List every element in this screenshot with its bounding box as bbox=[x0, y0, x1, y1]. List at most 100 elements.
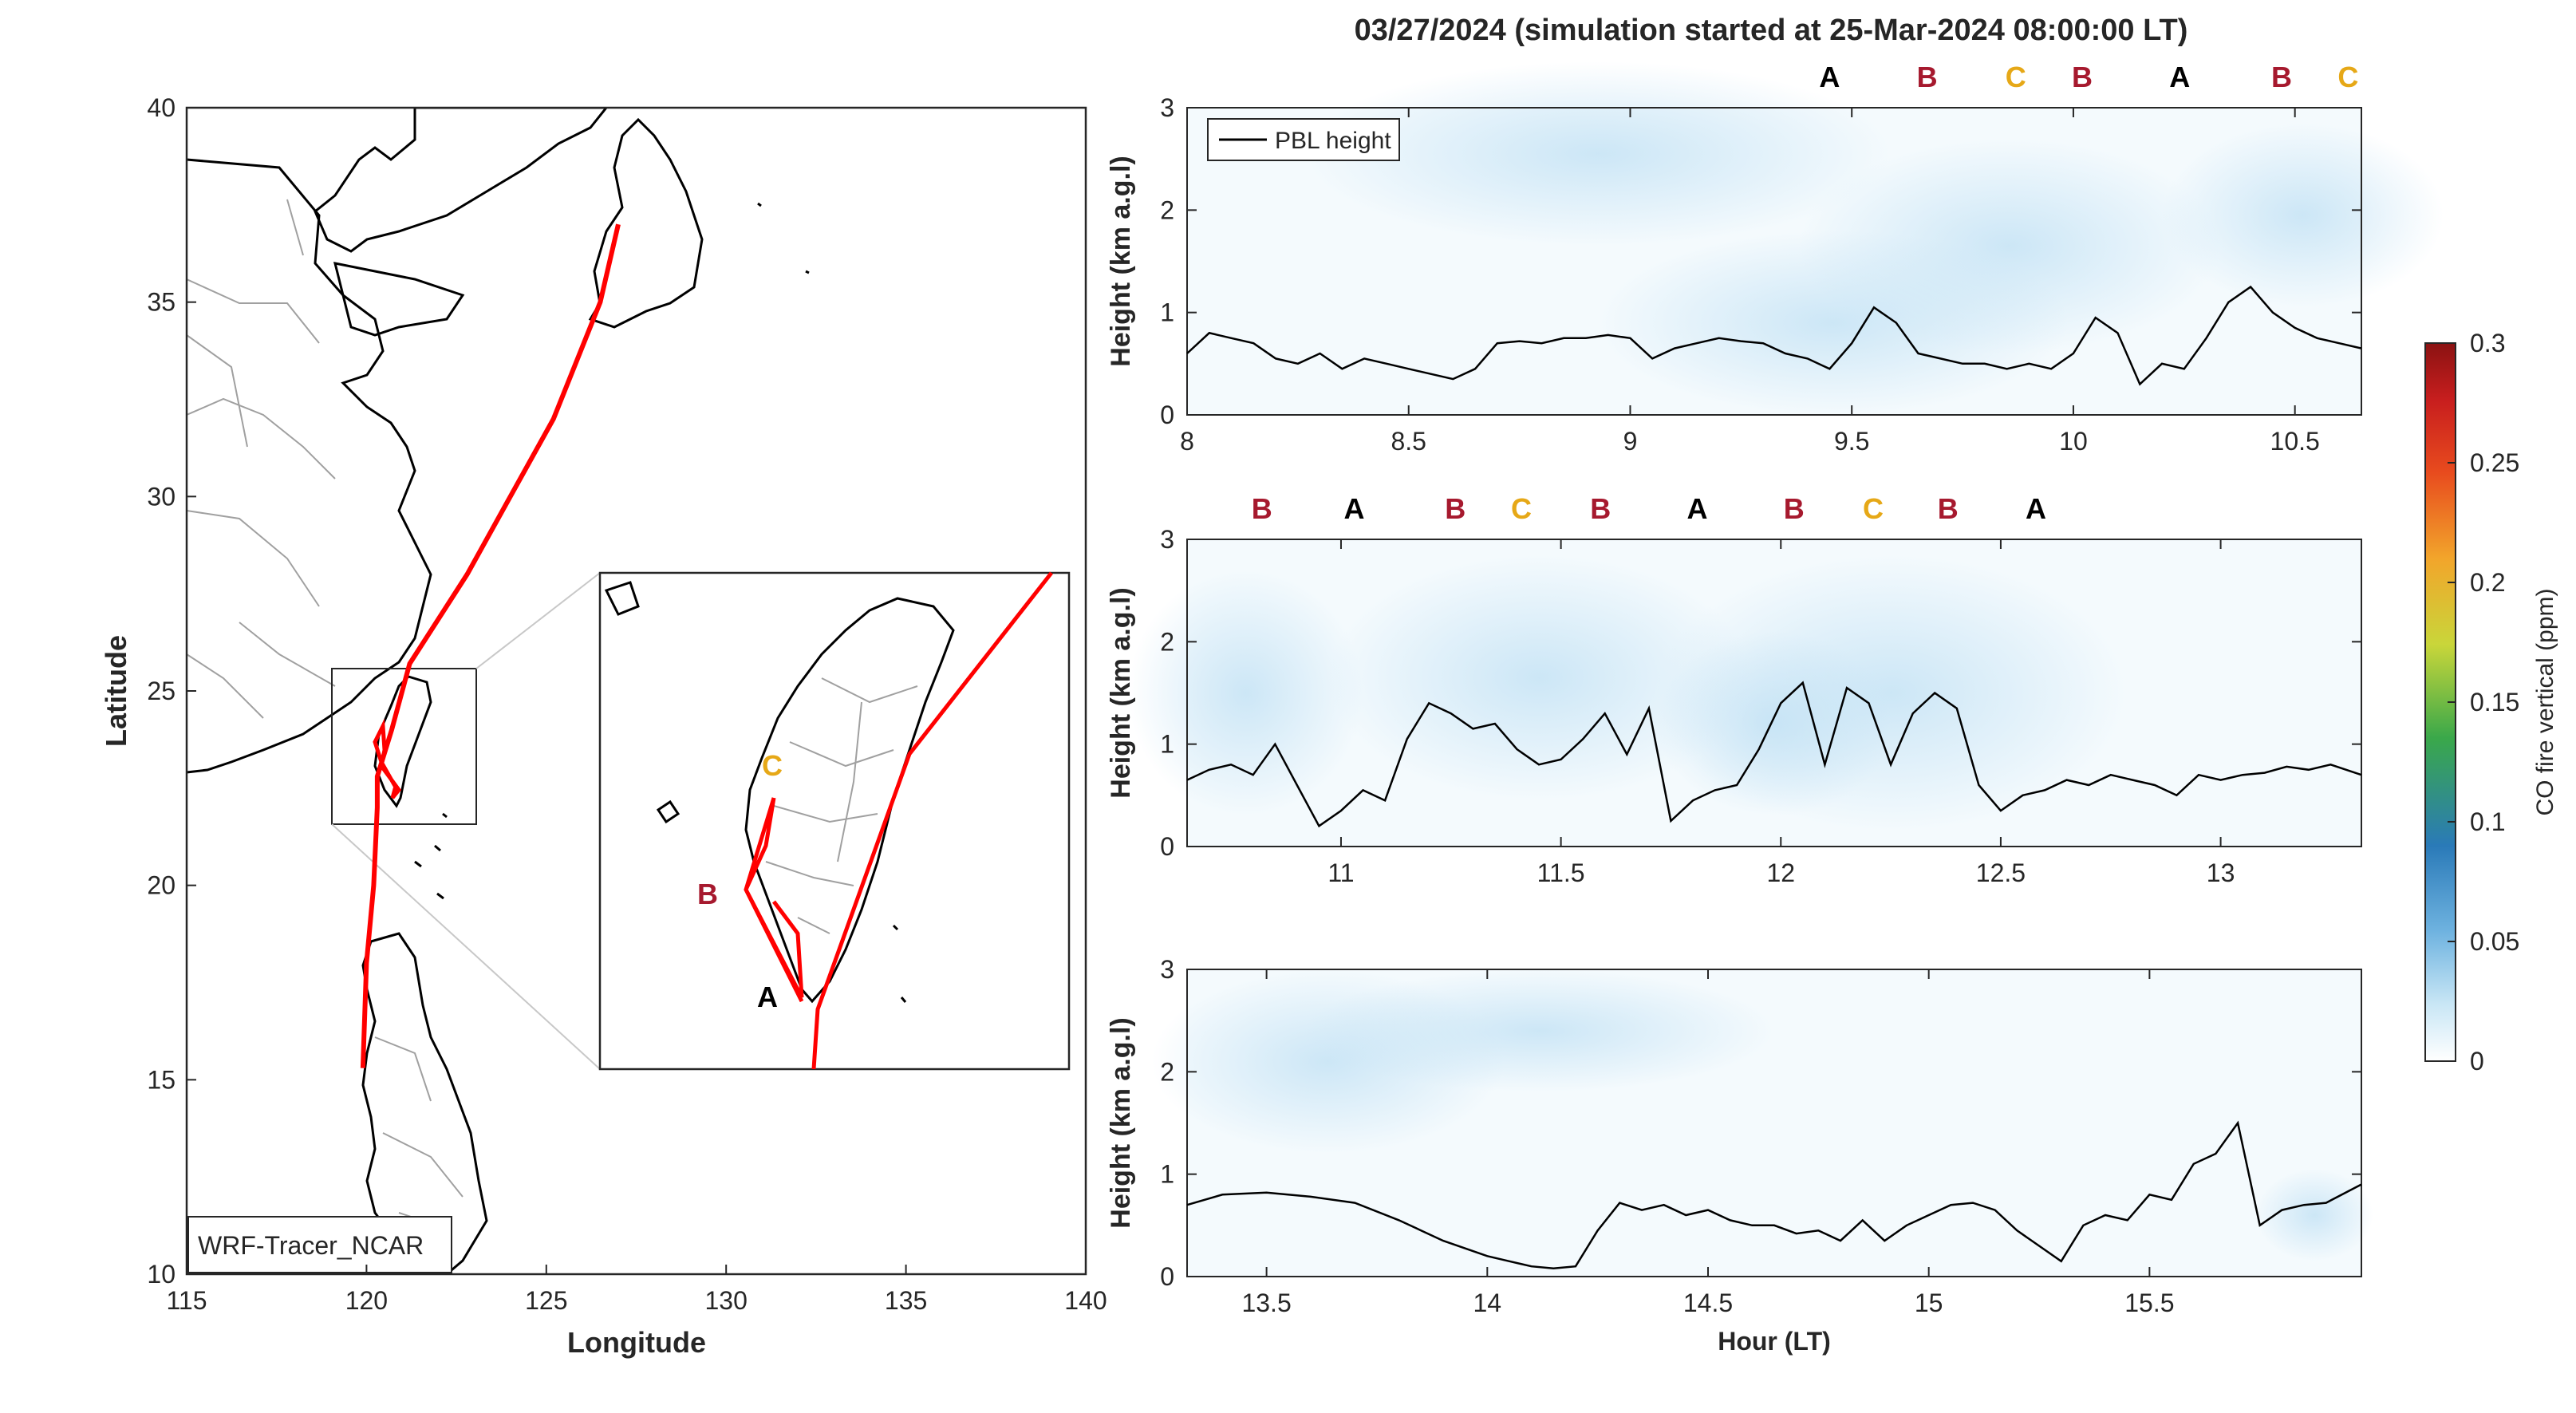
inset-label-a: A bbox=[757, 981, 778, 1013]
location-marker: B bbox=[1784, 492, 1805, 525]
y-tick-label: 2 bbox=[1160, 1057, 1174, 1086]
inset-label-b: B bbox=[697, 878, 718, 910]
location-marker: B bbox=[1917, 61, 1938, 93]
y-tick-label: 0 bbox=[1160, 832, 1174, 861]
map-x-tick-label: 140 bbox=[1064, 1286, 1107, 1315]
x-tick-label: 15.5 bbox=[2124, 1289, 2174, 1317]
map-y-ticks: 10 15 20 25 30 35 40 bbox=[147, 93, 196, 1289]
colorbar-tick-label: 0.1 bbox=[2470, 807, 2505, 836]
panel-ylabel: Height (km a.g.l) bbox=[1106, 587, 1136, 798]
map-x-tick-label: 125 bbox=[525, 1286, 567, 1315]
x-tick-label: 8.5 bbox=[1391, 427, 1426, 456]
x-tick-label: 14 bbox=[1473, 1289, 1502, 1317]
co-field-patch bbox=[1304, 969, 1774, 1092]
pbl-height-line bbox=[1186, 1120, 2362, 1269]
location-marker: B bbox=[1252, 492, 1272, 525]
location-marker: C bbox=[1511, 492, 1532, 525]
inset-panel: C B A bbox=[598, 571, 1071, 1071]
location-marker: A bbox=[1819, 61, 1840, 93]
y-tick-label: 3 bbox=[1160, 93, 1174, 122]
co-field-patch bbox=[2161, 123, 2444, 308]
x-tick-label: 13 bbox=[2207, 858, 2235, 887]
location-marker: B bbox=[1938, 492, 1959, 525]
map-xlabel: Longitude bbox=[567, 1326, 706, 1359]
co-field-patch bbox=[2255, 1169, 2373, 1261]
x-tick-label: 15 bbox=[1915, 1289, 1943, 1317]
y-tick-label: 3 bbox=[1160, 525, 1174, 554]
x-tick-label: 10 bbox=[2059, 427, 2088, 456]
colorbar-label: CO fire vertical (ppm) bbox=[2532, 588, 2558, 815]
x-tick-label: 9.5 bbox=[1834, 427, 1869, 456]
x-tick-label: 10.5 bbox=[2270, 427, 2320, 456]
location-marker: A bbox=[2026, 492, 2046, 525]
map-y-tick-label: 10 bbox=[147, 1260, 176, 1289]
x-tick-label: 12 bbox=[1766, 858, 1795, 887]
y-tick-label: 1 bbox=[1160, 730, 1174, 759]
colorbar-tick-label: 0.25 bbox=[2470, 448, 2519, 477]
map-y-tick-label: 40 bbox=[147, 93, 176, 122]
panel-ylabel: Height (km a.g.l) bbox=[1106, 1017, 1136, 1228]
colorbar-tick-label: 0 bbox=[2470, 1047, 2484, 1076]
panel-1: 8 8.5 9 9.5 10 10.5 0 1 2 3 Height (km a.g.l) PBL h… bbox=[1106, 61, 2444, 456]
map-coastlines bbox=[187, 108, 810, 1274]
pbl-height-line bbox=[1186, 285, 2362, 386]
y-tick-label: 1 bbox=[1160, 1160, 1174, 1189]
panel-3: 13.5 14 14.5 15 15.5 0 1 2 3 Height (km a.g.l) Hou… bbox=[1106, 955, 2373, 1356]
x-tick-label: 13.5 bbox=[1241, 1289, 1291, 1317]
co-field-patch bbox=[1128, 570, 1363, 816]
map-y-tick-label: 25 bbox=[147, 677, 176, 705]
location-marker: C bbox=[2337, 61, 2358, 93]
map-track-loop bbox=[373, 718, 402, 799]
map-ylabel: Latitude bbox=[100, 635, 132, 747]
pbl-height-line bbox=[1186, 681, 2362, 828]
y-tick-label: 2 bbox=[1160, 627, 1174, 656]
model-label: WRF-Tracer_NCAR bbox=[198, 1231, 424, 1260]
co-field-patch bbox=[1598, 231, 2068, 415]
map-y-tick-label: 20 bbox=[147, 871, 176, 900]
co-field-patch bbox=[1327, 555, 1751, 801]
inset-label-c: C bbox=[762, 749, 783, 782]
panel-ylabel: Height (km a.g.l) bbox=[1106, 156, 1136, 366]
location-marker: A bbox=[2169, 61, 2190, 93]
y-tick-label: 1 bbox=[1160, 298, 1174, 327]
map-flight-track bbox=[360, 223, 621, 1068]
location-marker: B bbox=[1590, 492, 1611, 525]
colorbar-tick-label: 0.2 bbox=[2470, 568, 2505, 597]
y-tick-label: 0 bbox=[1160, 1262, 1174, 1291]
x-tick-label: 12.5 bbox=[1976, 858, 2026, 887]
map-y-tick-label: 30 bbox=[147, 482, 176, 511]
panel-frame bbox=[1186, 539, 2362, 847]
map-y-tick-label: 35 bbox=[147, 288, 176, 317]
map-x-tick-label: 135 bbox=[885, 1286, 927, 1315]
location-marker: B bbox=[2072, 61, 2093, 93]
map-x-tick-label: 130 bbox=[705, 1286, 748, 1315]
location-marker: B bbox=[2271, 61, 2292, 93]
co-field-patch bbox=[1656, 631, 1892, 816]
y-tick-label: 3 bbox=[1160, 955, 1174, 984]
location-marker: A bbox=[1343, 492, 1364, 525]
colorbar: 0 0.05 0.1 0.15 0.2 0.25 0.3 CO fire vertical … bbox=[2424, 329, 2558, 1076]
colorbar-tick-label: 0.3 bbox=[2470, 329, 2505, 357]
x-tick-label: 8 bbox=[1180, 427, 1194, 456]
map-x-ticks: 115 120 125 130 135 140 bbox=[166, 1265, 1107, 1315]
x-tick-label: 9 bbox=[1623, 427, 1638, 456]
inset-zoom-box bbox=[331, 668, 477, 825]
panel-frame bbox=[1186, 969, 2362, 1277]
inset-flight-track bbox=[744, 571, 1053, 1070]
map-x-tick-label: 120 bbox=[345, 1286, 388, 1315]
figure-title: 03/27/2024 (simulation started at 25-Mar… bbox=[1355, 14, 2188, 47]
location-marker: C bbox=[1863, 492, 1884, 525]
x-tick-label: 11 bbox=[1327, 858, 1354, 887]
panel-frame bbox=[1186, 107, 2362, 416]
legend-label: PBL height bbox=[1275, 128, 1391, 154]
location-marker: B bbox=[1445, 492, 1466, 525]
panel-xlabel: Hour (LT) bbox=[1718, 1327, 1831, 1356]
location-marker: C bbox=[2006, 61, 2026, 93]
colorbar-ticks: 0 0.05 0.1 0.15 0.2 0.25 0.3 bbox=[2448, 329, 2519, 1076]
x-tick-label: 14.5 bbox=[1683, 1289, 1733, 1317]
map-x-tick-label: 115 bbox=[166, 1286, 207, 1315]
colorbar-tick-label: 0.15 bbox=[2470, 688, 2519, 716]
